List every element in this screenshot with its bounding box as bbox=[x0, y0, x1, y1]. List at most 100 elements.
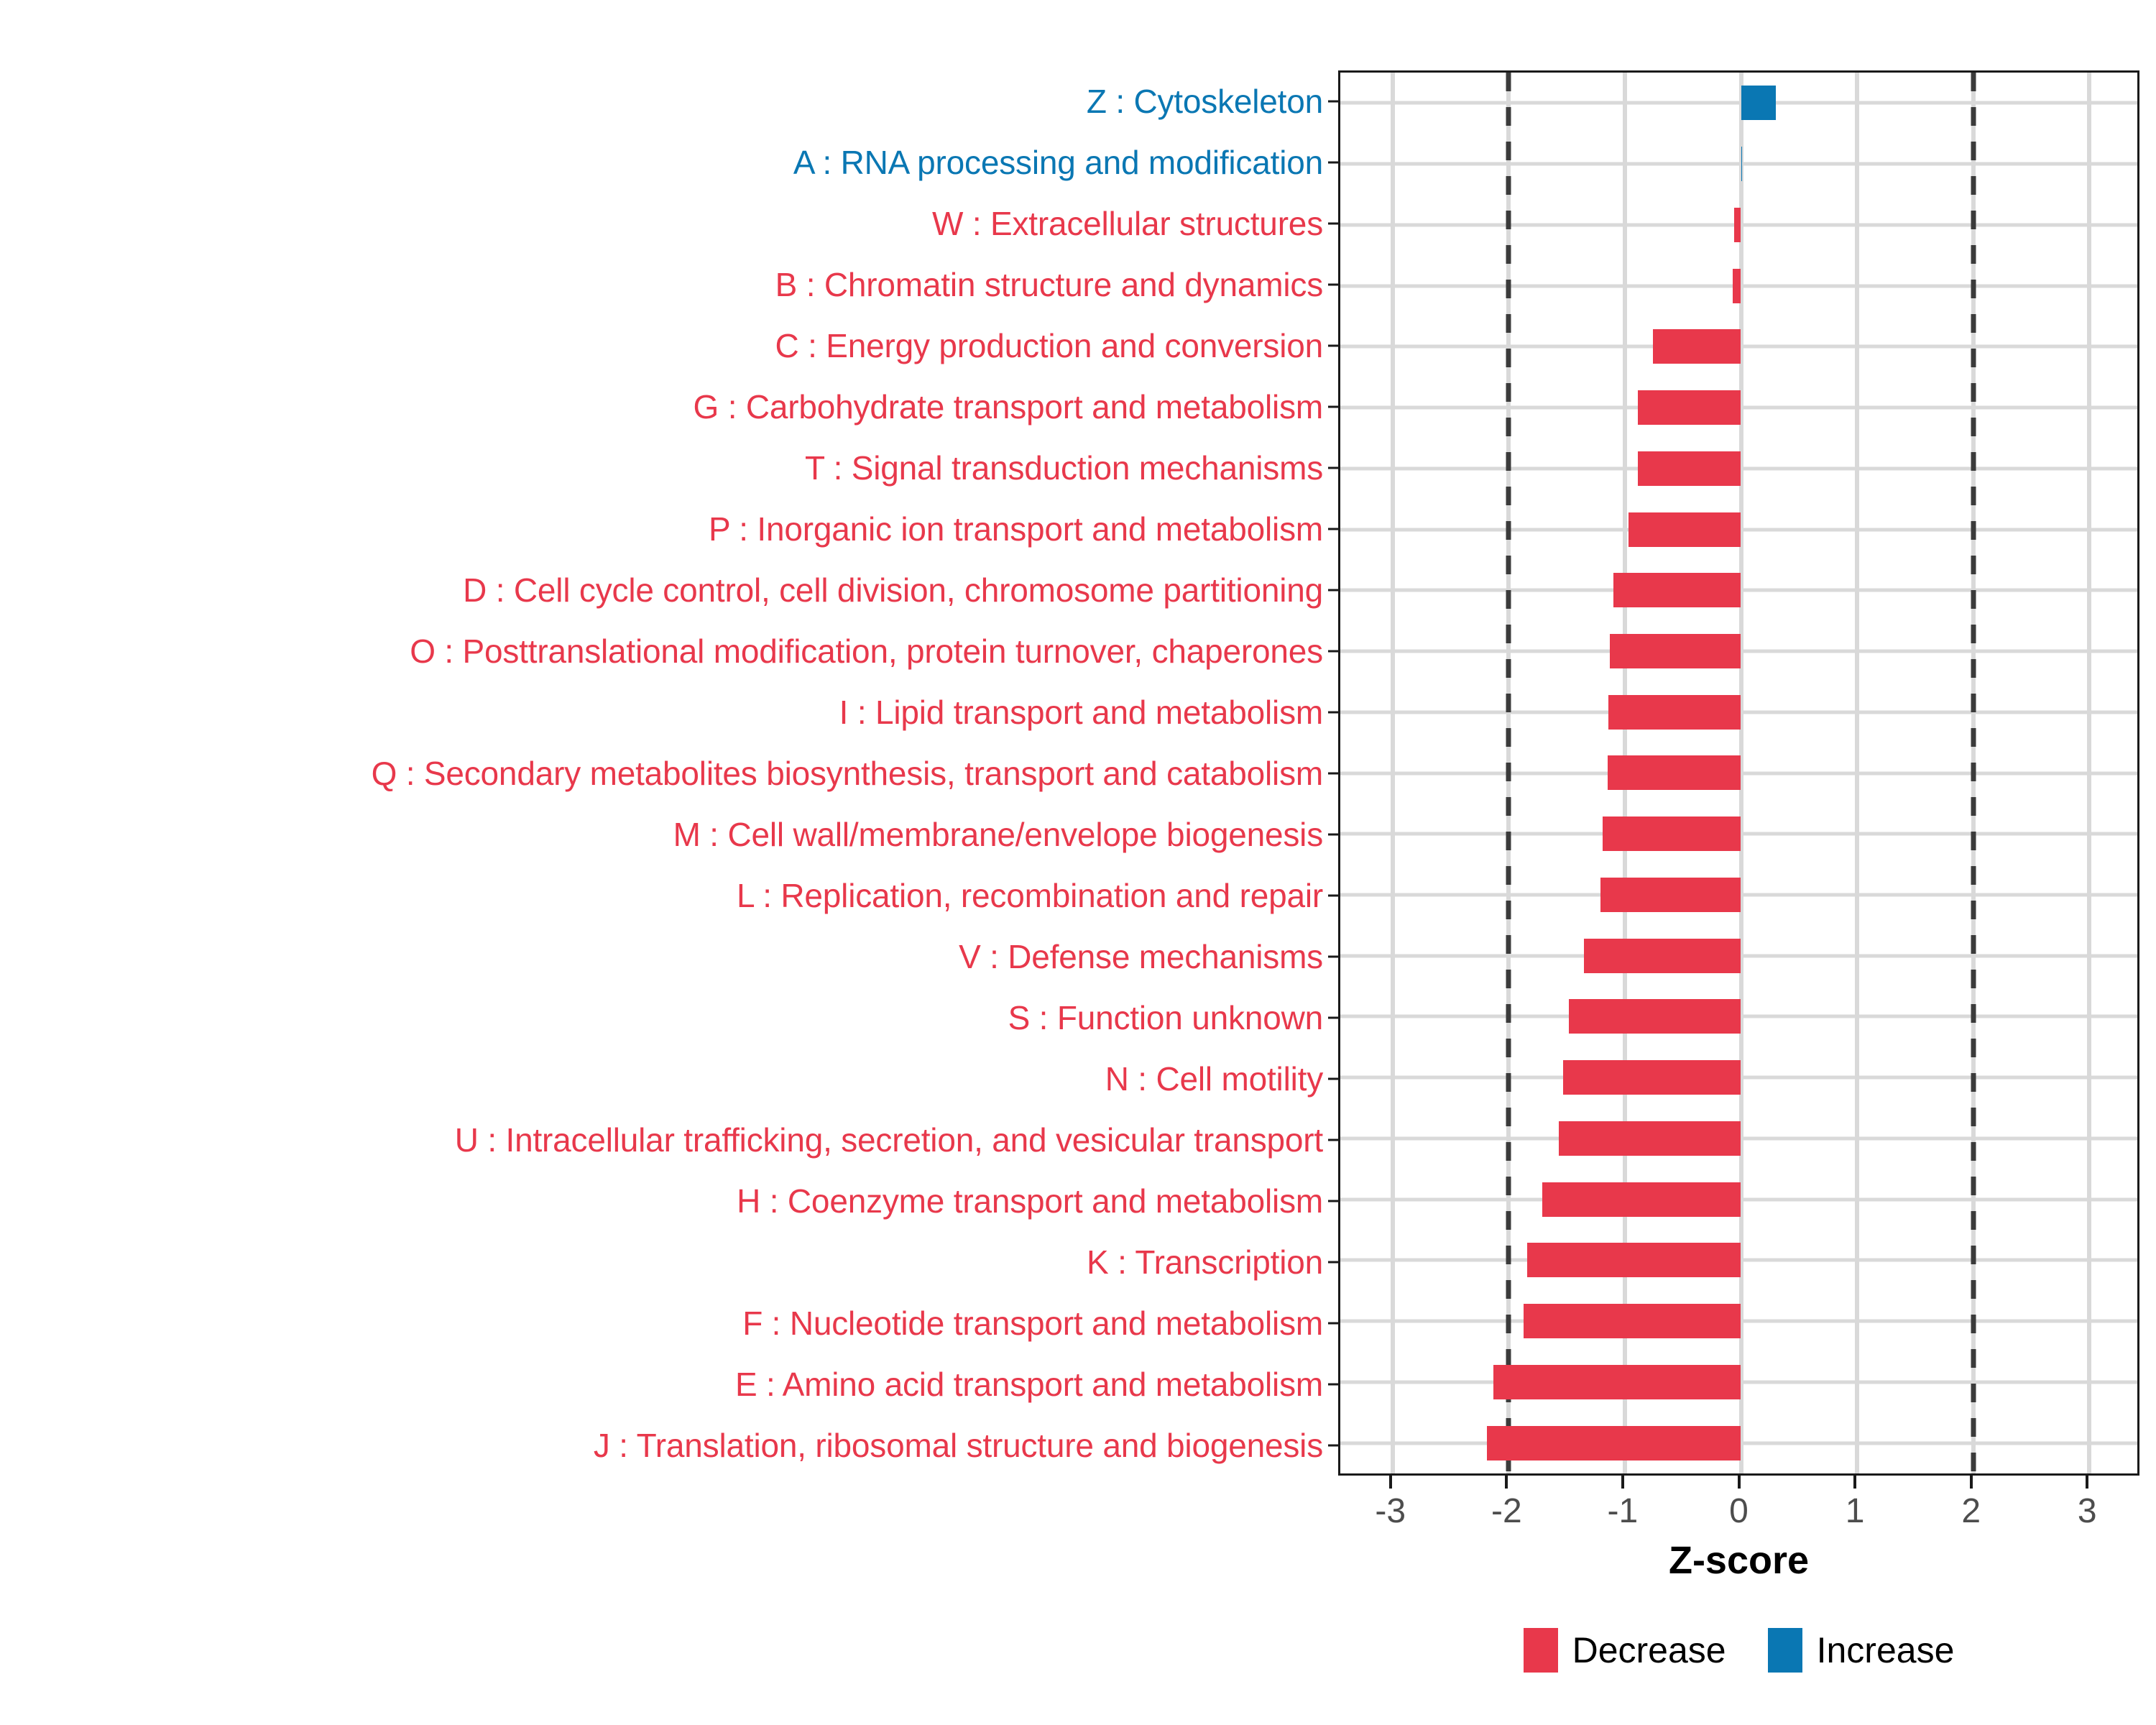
reference-line bbox=[1971, 73, 1976, 1473]
plot-panel bbox=[1338, 70, 2139, 1476]
y-axis-label: U : Intracellular trafficking, secretion… bbox=[454, 1121, 1323, 1159]
y-axis-label: Q : Secondary metabolites biosynthesis, … bbox=[371, 754, 1324, 792]
x-axis-tick bbox=[1853, 1476, 1857, 1489]
legend-label: Decrease bbox=[1572, 1630, 1726, 1670]
y-axis-label: V : Defense mechanisms bbox=[959, 937, 1323, 975]
y-axis-label-row: D : Cell cycle control, cell division, c… bbox=[0, 559, 1333, 620]
bar-row bbox=[1340, 499, 2137, 560]
y-axis-tick bbox=[1328, 132, 1338, 193]
y-axis-label-row: G : Carbohydrate transport and metabolis… bbox=[0, 376, 1333, 437]
legend-label: Increase bbox=[1816, 1630, 1955, 1670]
bar-row bbox=[1340, 1351, 2137, 1412]
y-axis-label: B : Chromatin structure and dynamics bbox=[775, 265, 1324, 303]
y-axis-tick bbox=[1328, 620, 1338, 681]
y-axis-label-row: A : RNA processing and modification bbox=[0, 132, 1333, 193]
x-axis-tick bbox=[1505, 1476, 1508, 1489]
bar bbox=[1569, 999, 1741, 1034]
bar bbox=[1493, 1364, 1741, 1399]
bar-series bbox=[1340, 73, 2137, 1473]
bar bbox=[1741, 147, 1743, 182]
y-axis-tick bbox=[1328, 1048, 1338, 1109]
bar bbox=[1609, 633, 1741, 668]
y-axis-ticks bbox=[1328, 70, 1338, 1476]
x-axis-title: Z-score bbox=[1668, 1539, 1810, 1582]
bar-row bbox=[1340, 560, 2137, 621]
y-axis-label-row: C : Energy production and conversion bbox=[0, 315, 1333, 376]
x-axis-tick-label: 1 bbox=[1845, 1492, 1865, 1530]
y-axis-tick bbox=[1328, 1170, 1338, 1231]
bar bbox=[1637, 390, 1741, 426]
y-axis-label-row: J : Translation, ribosomal structure and… bbox=[0, 1414, 1333, 1476]
y-axis-label: W : Extracellular structures bbox=[932, 204, 1323, 242]
y-axis-label: F : Nucleotide transport and metabolism bbox=[742, 1304, 1323, 1342]
y-axis-label: I : Lipid transport and metabolism bbox=[839, 693, 1324, 731]
y-axis-label: G : Carbohydrate transport and metabolis… bbox=[693, 387, 1324, 426]
chart-legend: Decrease Increase bbox=[1338, 1628, 2139, 1673]
bar bbox=[1637, 451, 1741, 486]
y-axis-tick bbox=[1328, 804, 1338, 865]
bar bbox=[1608, 694, 1741, 730]
bar-row bbox=[1340, 1108, 2137, 1169]
y-axis-label: K : Transcription bbox=[1087, 1243, 1323, 1281]
bar-row bbox=[1340, 194, 2137, 255]
y-axis-tick bbox=[1328, 70, 1338, 132]
y-axis-label: H : Coenzyme transport and metabolism bbox=[737, 1182, 1323, 1220]
reference-line bbox=[1506, 73, 1511, 1473]
gridline-horizontal bbox=[1340, 162, 2137, 166]
y-axis-tick bbox=[1328, 254, 1338, 315]
y-axis-tick bbox=[1328, 865, 1338, 926]
y-axis-label: M : Cell wall/membrane/envelope biogenes… bbox=[673, 815, 1324, 853]
x-axis: -3 -2 -1 0 1 2 3 bbox=[1338, 1476, 2139, 1562]
x-axis-tick bbox=[1621, 1476, 1624, 1489]
bar-row bbox=[1340, 1291, 2137, 1352]
y-axis-tick bbox=[1328, 315, 1338, 376]
bar bbox=[1524, 1304, 1741, 1339]
bar-row bbox=[1340, 804, 2137, 865]
legend-item-increase[interactable]: Increase bbox=[1767, 1628, 1955, 1673]
y-axis-label-row: W : Extracellular structures bbox=[0, 193, 1333, 254]
y-axis-tick bbox=[1328, 376, 1338, 437]
bar-row bbox=[1340, 621, 2137, 682]
bar-row bbox=[1340, 865, 2137, 926]
bar bbox=[1733, 268, 1741, 303]
bar-row bbox=[1340, 986, 2137, 1047]
bar bbox=[1741, 86, 1776, 121]
y-axis-label-row: L : Replication, recombination and repai… bbox=[0, 865, 1333, 926]
bar-row bbox=[1340, 742, 2137, 804]
bar bbox=[1628, 512, 1741, 547]
y-axis-label-row: Z : Cytoskeleton bbox=[0, 70, 1333, 132]
y-axis-label-row: H : Coenzyme transport and metabolism bbox=[0, 1170, 1333, 1231]
bar-row bbox=[1340, 134, 2137, 195]
y-axis-label: P : Inorganic ion transport and metaboli… bbox=[709, 510, 1323, 548]
y-axis-tick bbox=[1328, 1414, 1338, 1476]
bar bbox=[1733, 207, 1741, 242]
bar-row bbox=[1340, 377, 2137, 438]
y-axis-tick bbox=[1328, 742, 1338, 804]
y-axis-label-row: N : Cell motility bbox=[0, 1048, 1333, 1109]
y-axis-label: L : Replication, recombination and repai… bbox=[736, 876, 1323, 914]
y-axis-tick bbox=[1328, 193, 1338, 254]
bar-row bbox=[1340, 438, 2137, 499]
bar bbox=[1563, 1060, 1741, 1095]
x-axis-tick bbox=[2086, 1476, 2089, 1489]
increase-swatch bbox=[1767, 1628, 1802, 1673]
y-axis-tick bbox=[1328, 987, 1338, 1048]
x-axis-tick-label: 2 bbox=[1961, 1492, 1981, 1530]
legend-item-decrease[interactable]: Decrease bbox=[1523, 1628, 1726, 1673]
y-axis-label: D : Cell cycle control, cell division, c… bbox=[463, 571, 1323, 609]
x-axis-tick bbox=[1969, 1476, 1973, 1489]
y-axis-tick bbox=[1328, 681, 1338, 742]
bar bbox=[1527, 1243, 1741, 1278]
y-axis-tick bbox=[1328, 1231, 1338, 1292]
bar-row bbox=[1340, 73, 2137, 134]
y-axis-label-row: U : Intracellular trafficking, secretion… bbox=[0, 1109, 1333, 1170]
y-axis-label: N : Cell motility bbox=[1105, 1059, 1324, 1098]
bar bbox=[1607, 755, 1741, 791]
y-axis-tick bbox=[1328, 559, 1338, 620]
x-axis-tick-label: -3 bbox=[1375, 1492, 1406, 1530]
x-axis-tick bbox=[1388, 1476, 1392, 1489]
y-axis-label-row: P : Inorganic ion transport and metaboli… bbox=[0, 498, 1333, 559]
bar-row bbox=[1340, 925, 2137, 986]
x-axis-tick-label: -2 bbox=[1491, 1492, 1522, 1530]
y-axis-label: J : Translation, ribosomal structure and… bbox=[593, 1426, 1323, 1464]
